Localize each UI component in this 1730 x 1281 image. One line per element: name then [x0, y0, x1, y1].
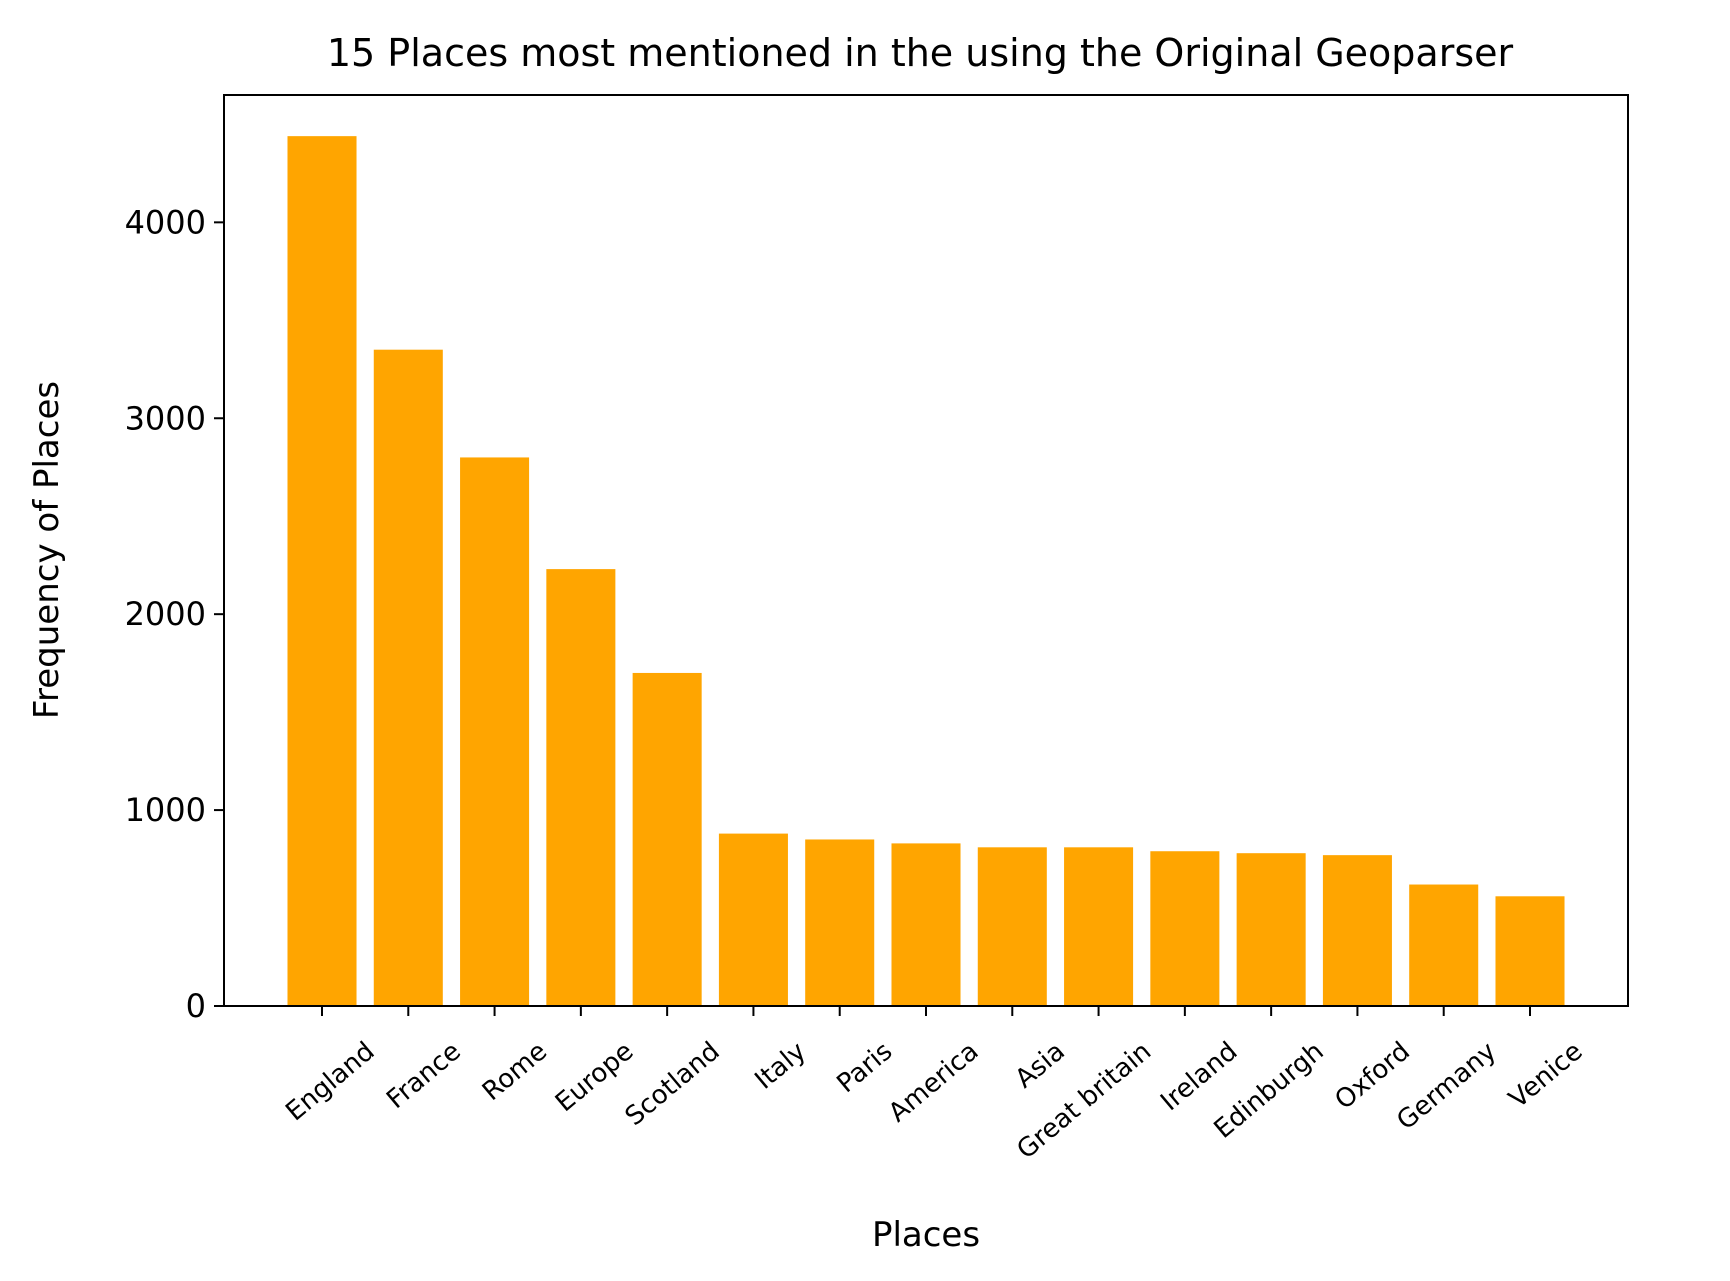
chart-title: 15 Places most mentioned in the using th…: [327, 31, 1514, 75]
bar-italy: [718, 833, 788, 1006]
bar-europe: [546, 569, 616, 1006]
bar-edinburgh: [1236, 853, 1306, 1006]
bar-rome: [460, 457, 530, 1006]
bar-france: [373, 349, 443, 1006]
x-tick-label: Venice: [1504, 1036, 1589, 1114]
y-axis-label: Frequency of Places: [27, 381, 67, 719]
bar-venice: [1495, 896, 1565, 1006]
y-tick-label: 2000: [125, 595, 206, 633]
bar-great-britain: [1064, 847, 1134, 1006]
x-tick-label: France: [381, 1036, 467, 1115]
bar-england: [287, 136, 357, 1006]
y-tick-label: 0: [186, 987, 206, 1025]
x-tick-label: Rome: [477, 1036, 553, 1107]
bar-germany: [1409, 884, 1479, 1006]
x-tick-label: Scotland: [620, 1036, 726, 1132]
bars: [287, 136, 1565, 1006]
y-axis: 0 1000 2000 3000 4000: [125, 203, 224, 1025]
y-tick-label: 3000: [125, 399, 206, 437]
x-tick-label: Asia: [1010, 1036, 1071, 1094]
x-tick-label: Italy: [749, 1036, 811, 1095]
bar-paris: [805, 839, 875, 1006]
y-tick-label: 1000: [125, 791, 206, 829]
y-tick-label: 4000: [125, 203, 206, 241]
bar-asia: [977, 847, 1047, 1006]
bar-scotland: [632, 672, 702, 1006]
bar-oxford: [1322, 855, 1392, 1006]
x-tick-label: England: [280, 1036, 380, 1127]
x-tick-label: Paris: [832, 1036, 899, 1099]
x-tick-label: America: [883, 1036, 984, 1128]
x-axis-label: Places: [872, 1215, 980, 1255]
bar-ireland: [1150, 851, 1220, 1006]
bar-america: [891, 843, 961, 1006]
